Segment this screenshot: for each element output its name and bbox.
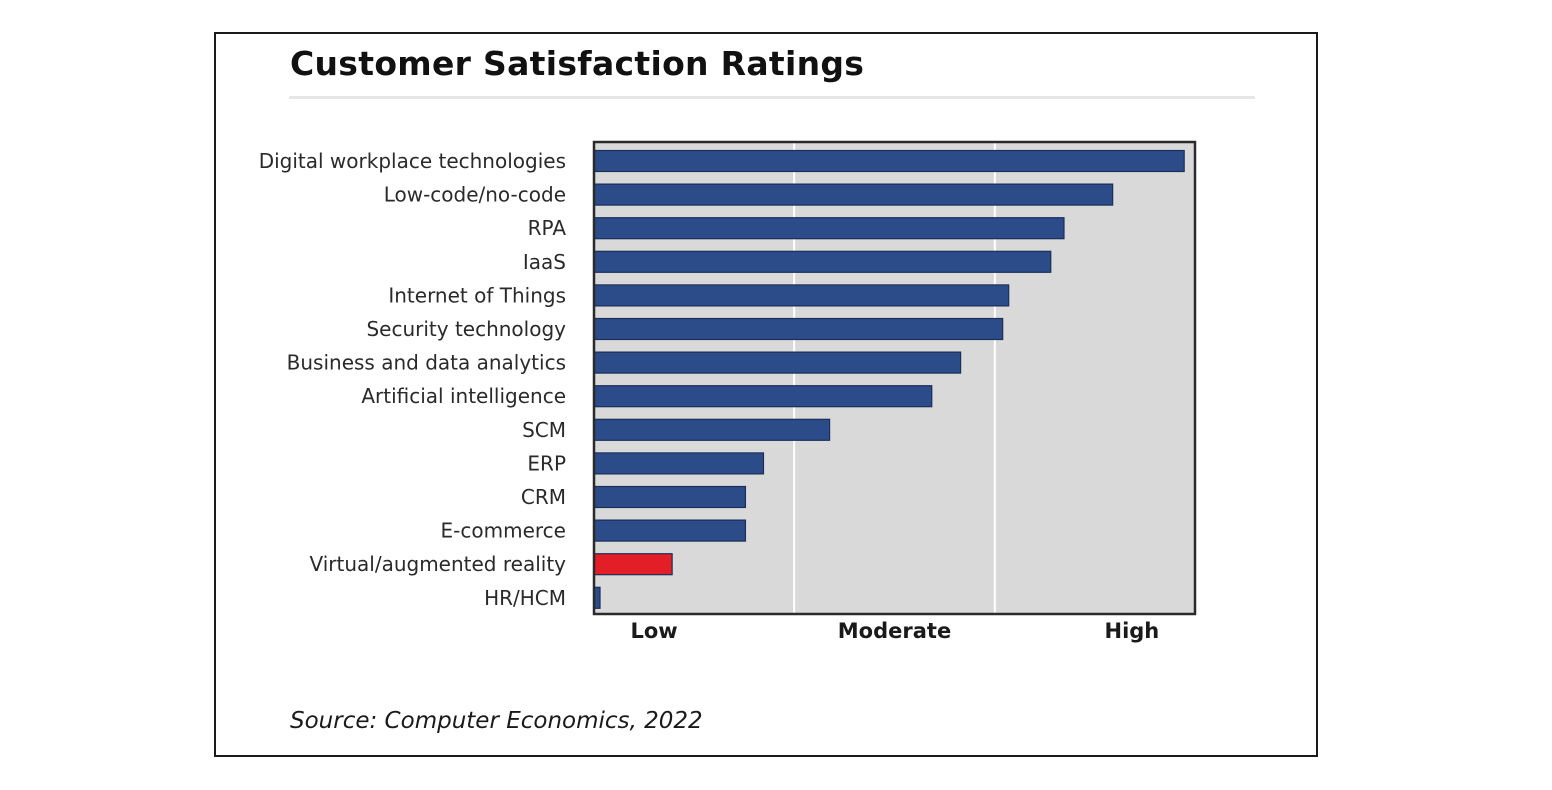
category-label-security-technology: Security technology — [366, 317, 566, 341]
title-divider — [289, 96, 1255, 99]
plot-border — [592, 140, 1197, 616]
bar-internet-of-things — [593, 284, 1010, 307]
bar-crm — [593, 485, 747, 509]
category-label-iaas: IaaS — [523, 250, 566, 274]
bar-artificial-intelligence — [593, 385, 933, 408]
plot-area — [594, 142, 1195, 614]
category-label-artificial-intelligence: Artificial intelligence — [361, 384, 566, 408]
bar-low-code-no-code — [593, 183, 1114, 206]
bar-scm — [593, 418, 831, 441]
bar-business-and-data-analytics — [593, 351, 962, 374]
bar-rpa — [593, 217, 1065, 240]
bar-iaas — [593, 250, 1052, 273]
bar-erp — [593, 452, 765, 475]
chart-source: Source: Computer Economics, 2022 — [290, 708, 703, 734]
category-label-business-and-data-analytics: Business and data analytics — [287, 351, 566, 375]
chart-title: Customer Satisfaction Ratings — [290, 44, 865, 83]
x-tick-label-moderate: Moderate — [838, 619, 951, 643]
category-label-scm: SCM — [522, 418, 566, 442]
bar-e-commerce — [593, 519, 747, 542]
category-label-erp: ERP — [527, 451, 566, 475]
category-label-crm: CRM — [521, 485, 566, 509]
bar-virtual-augmented-reality — [593, 553, 673, 576]
category-label-virtual-augmented-reality: Virtual/augmented reality — [309, 552, 566, 576]
x-tick-label-low: Low — [630, 619, 677, 643]
bar-security-technology — [593, 317, 1004, 341]
x-tick-label-high: High — [1105, 619, 1160, 643]
category-label-hr-hcm: HR/HCM — [484, 586, 566, 610]
bar-digital-workplace-technologies — [593, 149, 1185, 173]
category-label-low-code-no-code: Low-code/no-code — [384, 183, 566, 207]
category-label-internet-of-things: Internet of Things — [388, 283, 566, 307]
category-label-digital-workplace-technologies: Digital workplace technologies — [259, 149, 566, 173]
category-label-rpa: RPA — [528, 216, 567, 240]
category-label-e-commerce: E-commerce — [441, 519, 566, 543]
